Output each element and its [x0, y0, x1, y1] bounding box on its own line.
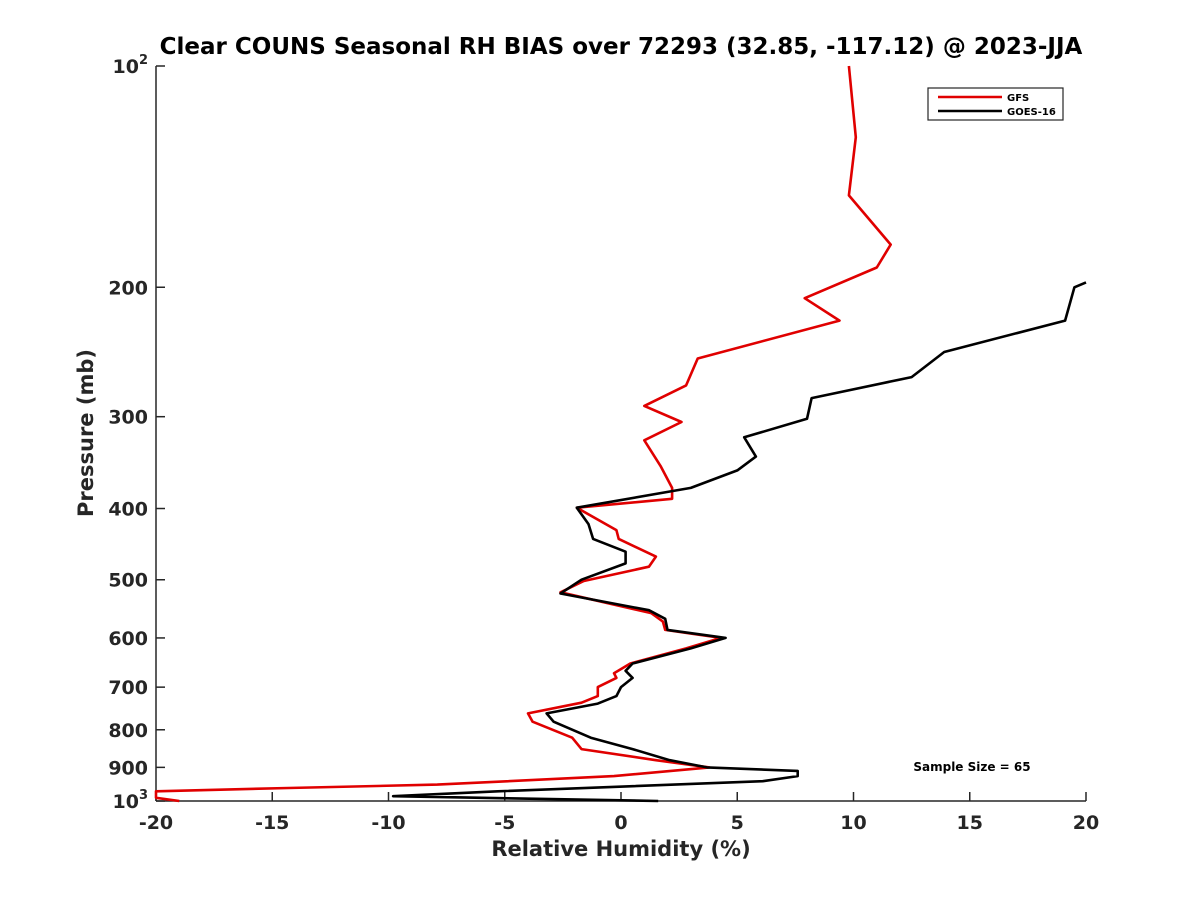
- x-axis-label: Relative Humidity (%): [491, 837, 750, 861]
- legend-box: [927, 87, 1064, 121]
- x-tick-label: 0: [614, 812, 627, 834]
- chart-title: Clear COUNS Seasonal RH BIAS over 72293 …: [160, 34, 1083, 60]
- y-tick-label: 400: [108, 499, 148, 521]
- y-tick-label: 102: [113, 53, 149, 78]
- y-tick-label: 800: [108, 720, 148, 742]
- x-tick-label: -20: [139, 812, 173, 834]
- legend: GFS GOES-16: [927, 87, 1064, 121]
- legend-label-goes-16: GOES-16: [1007, 107, 1056, 118]
- plot-area: [155, 66, 1086, 802]
- y-tick-label: 700: [108, 677, 148, 699]
- series-line-gfs: [154, 65, 893, 803]
- x-tick-label: 15: [957, 812, 983, 834]
- x-tick-label: -5: [494, 812, 515, 834]
- y-tick-label: 103: [113, 788, 149, 813]
- series-line-goes-16: [391, 281, 1087, 803]
- y-tick-label: 600: [108, 628, 148, 650]
- y-tick-label: 200: [108, 277, 148, 299]
- sample-size-annotation: Sample Size = 65: [913, 760, 1030, 774]
- y-ticks: 102 200 300 400 500 600 700 800 900 103: [108, 53, 165, 813]
- x-ticks: -20 -15 -10 -5 0 5 10 15 20: [139, 792, 1099, 834]
- x-tick-label: 20: [1073, 812, 1099, 834]
- y-tick-label: 500: [108, 570, 148, 592]
- series-layer: [154, 65, 1087, 803]
- x-tick-label: 10: [840, 812, 866, 834]
- x-tick-label: 5: [731, 812, 744, 834]
- legend-label-gfs: GFS: [1007, 93, 1029, 104]
- x-tick-label: -15: [255, 812, 289, 834]
- y-axis-label: Pressure (mb): [74, 349, 98, 517]
- y-tick-label: 900: [108, 757, 148, 779]
- y-tick-label: 300: [108, 407, 148, 429]
- x-tick-label: -10: [371, 812, 405, 834]
